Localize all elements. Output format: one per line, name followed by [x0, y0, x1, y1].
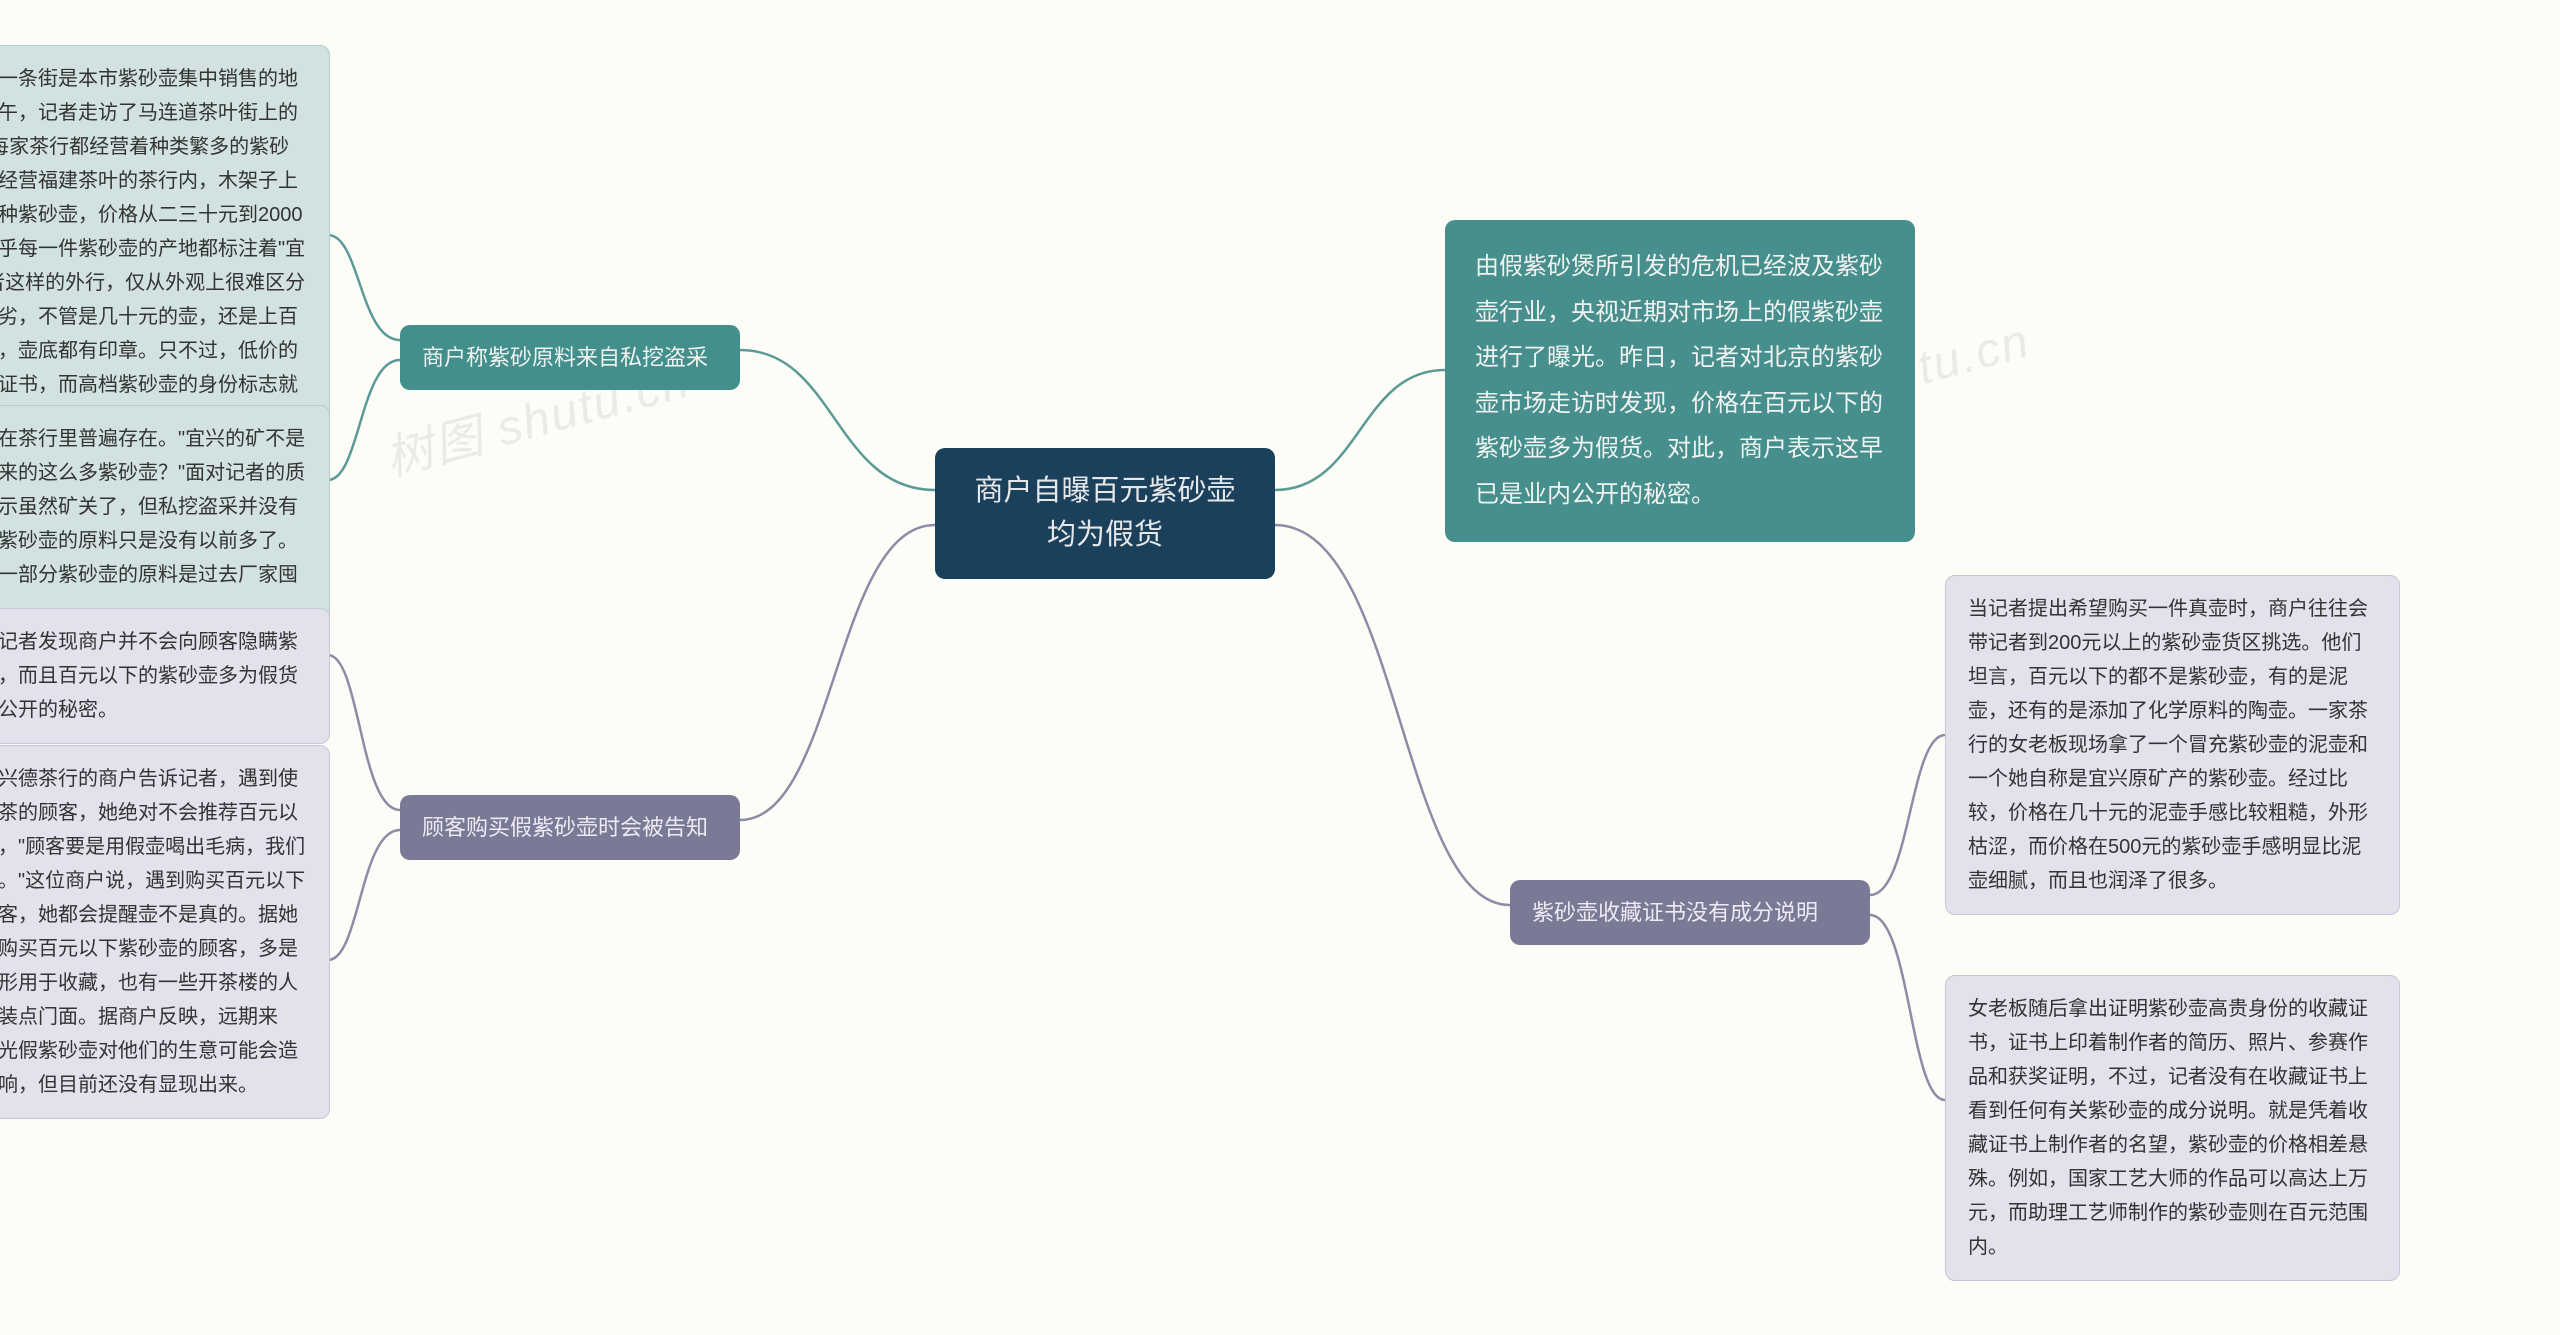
root-node[interactable]: 商户自曝百元紫砂壶均为假货	[935, 448, 1275, 579]
left-sub1-leaf1[interactable]: 马连道茶叶一条街是本市紫砂壶集中销售的地区。昨天下午，记者走访了马连道茶叶街上的…	[0, 45, 330, 453]
left-sub2-title[interactable]: 顾客购买假紫砂壶时会被告知	[400, 795, 740, 860]
left-sub2-leaf1[interactable]: 经过调查，记者发现商户并不会向顾客隐瞒紫砂壶的真伪，而且百元以下的紫砂壶多为假货…	[0, 608, 330, 744]
right-sub2-title[interactable]: 紫砂壶收藏证书没有成分说明	[1510, 880, 1870, 945]
left-sub1-title[interactable]: 商户称紫砂原料来自私挖盗采	[400, 325, 740, 390]
right-sub2-leaf1[interactable]: 当记者提出希望购买一件真壶时，商户往往会带记者到200元以上的紫砂壶货区挑选。他…	[1945, 575, 2400, 915]
left-sub2-leaf2[interactable]: 一家名为沈兴德茶行的商户告诉记者，遇到使用紫砂壶喝茶的顾客，她绝对不会推荐百元以…	[0, 745, 330, 1119]
right-sub2-leaf2[interactable]: 女老板随后拿出证明紫砂壶高贵身份的收藏证书，证书上印着制作者的简历、照片、参赛作…	[1945, 975, 2400, 1281]
right-intro-leaf[interactable]: 由假紫砂煲所引发的危机已经波及紫砂壶行业，央视近期对市场上的假紫砂壶进行了曝光。…	[1445, 220, 1915, 542]
